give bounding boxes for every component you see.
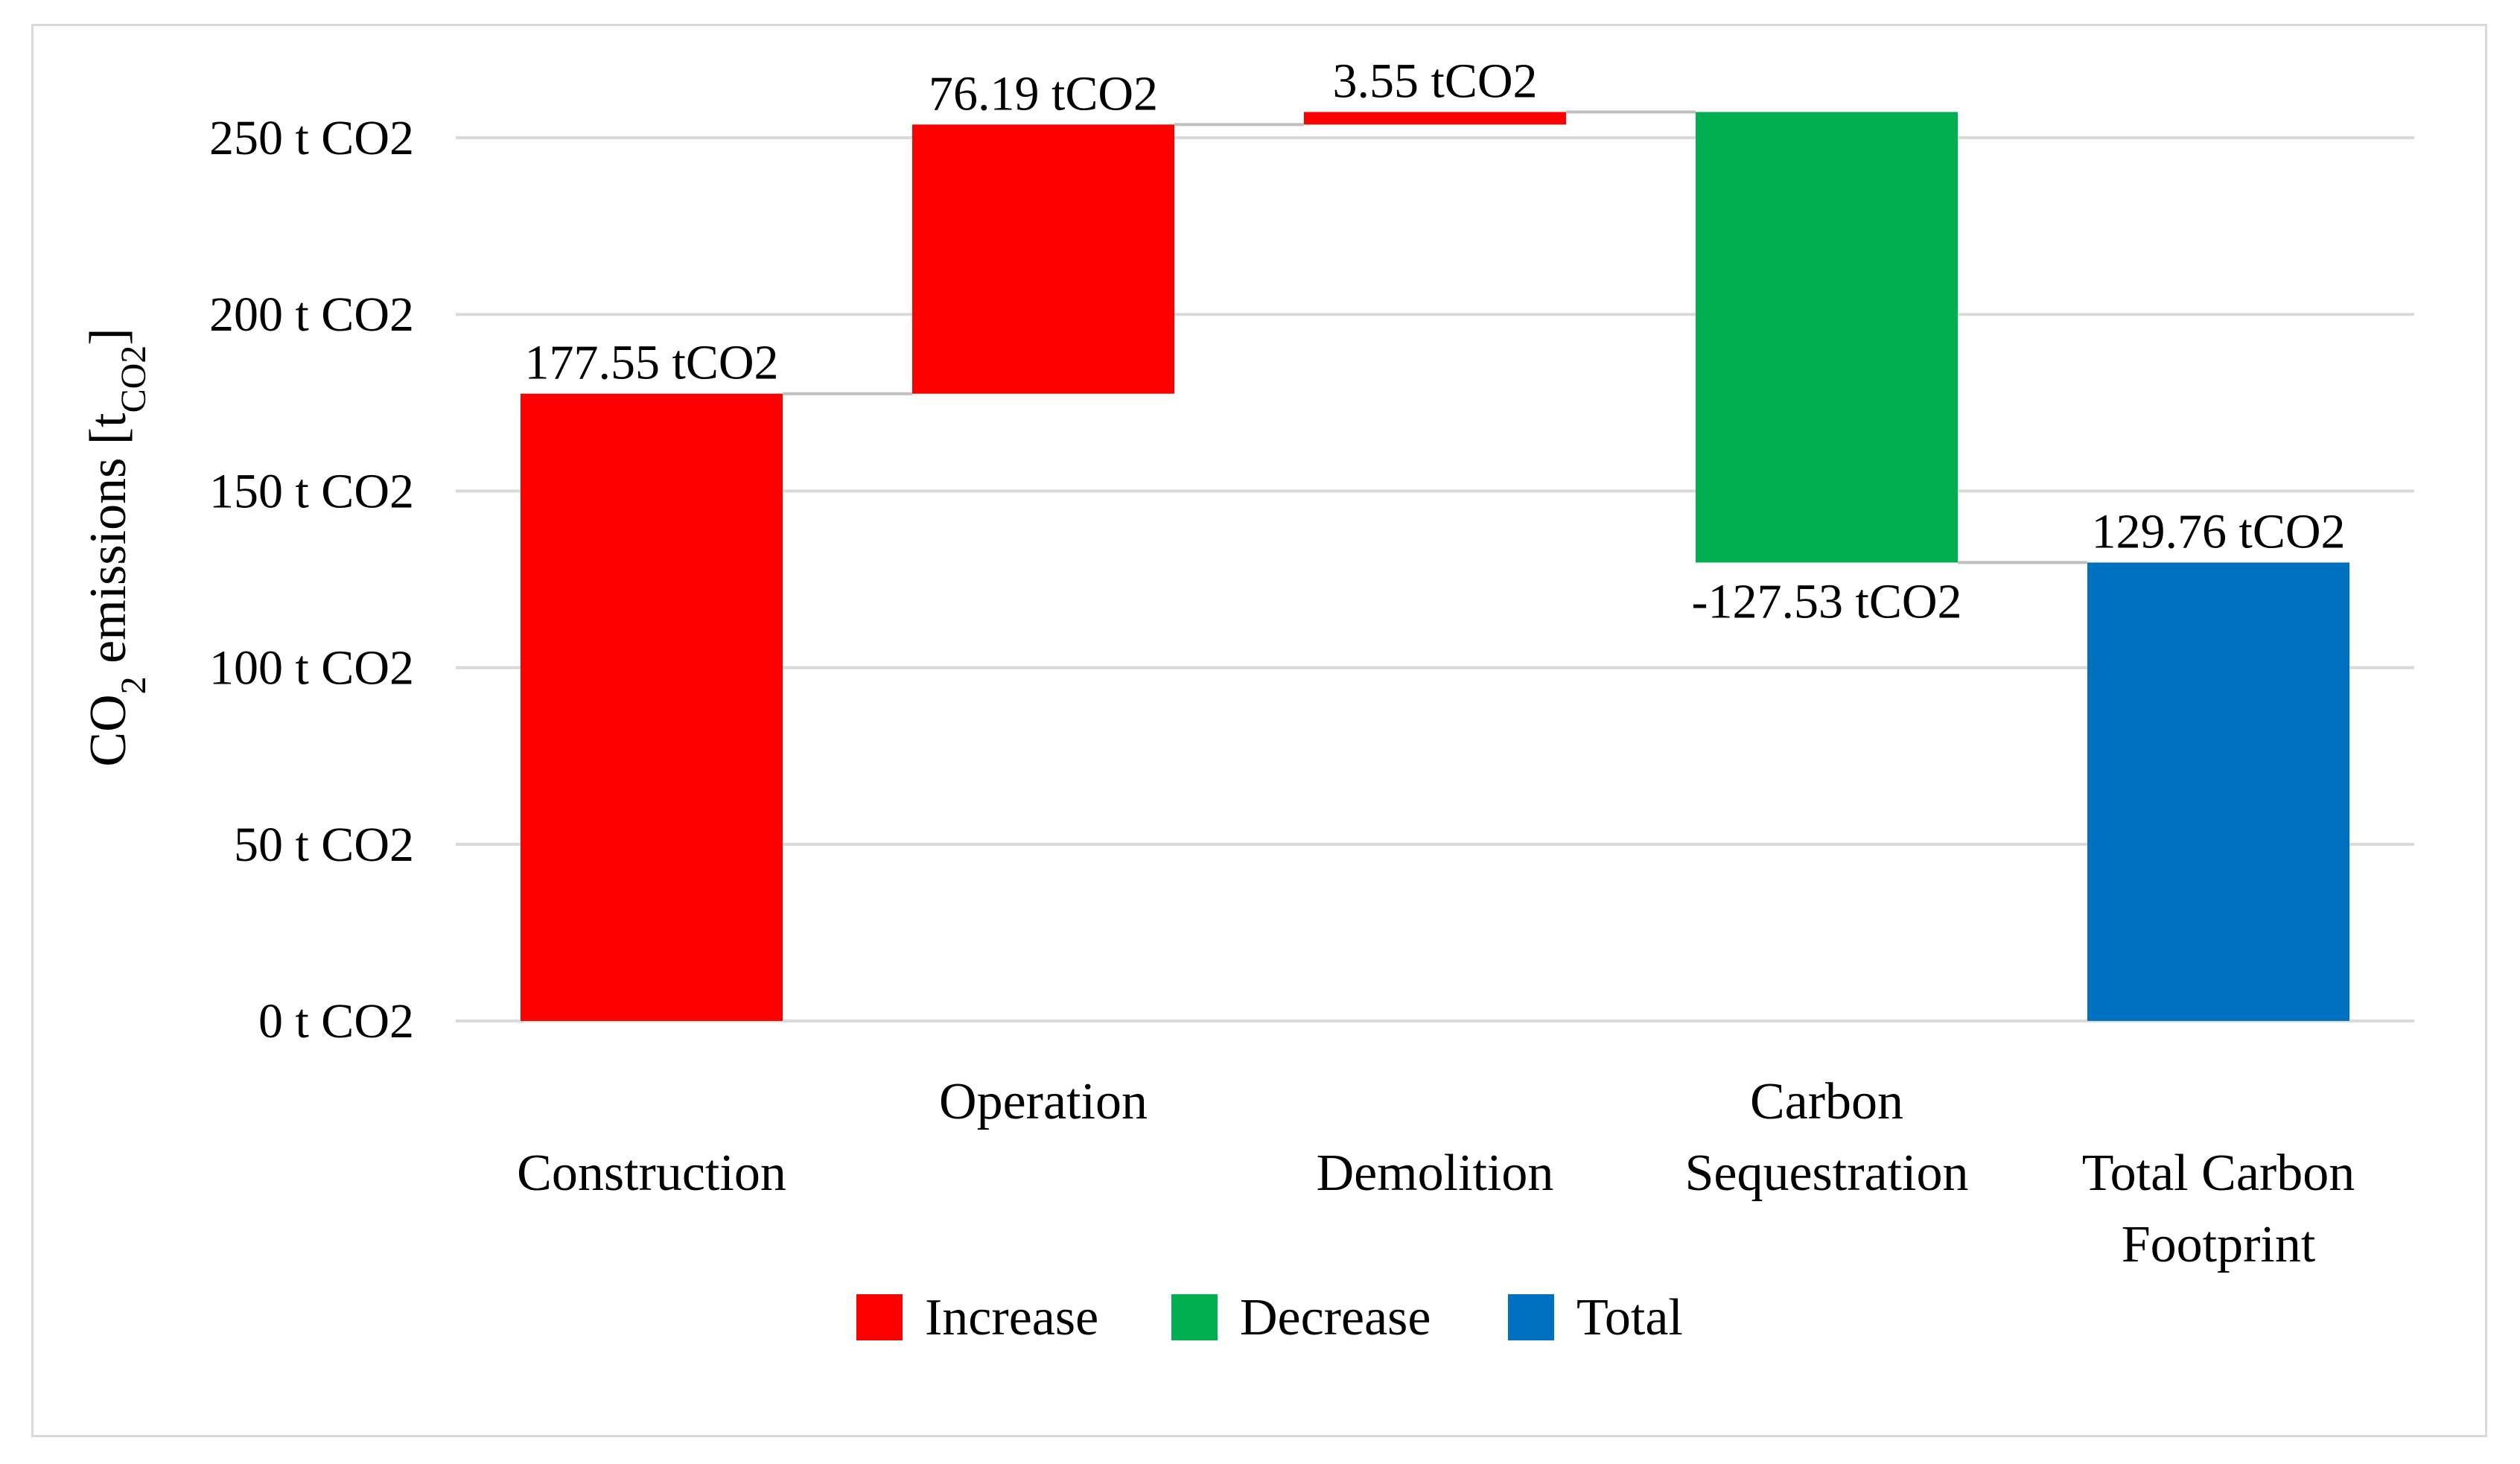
bar-increase <box>521 393 783 1021</box>
data-labels: 177.55 tCO2 76.19 tCO2 3.55 tCO2 -127.53 tC… <box>524 54 2345 628</box>
legend: Increase Decrease Total <box>856 1289 1683 1346</box>
data-label: -127.53 tCO2 <box>1692 574 1962 628</box>
legend-swatch-decrease <box>1171 1294 1218 1340</box>
y-tick-label: 100 t CO2 <box>209 641 414 696</box>
bar-decrease <box>1696 112 1958 563</box>
x-category-label: Operation <box>939 1073 1148 1130</box>
bar-increase <box>912 124 1174 394</box>
legend-label-increase: Increase <box>925 1289 1098 1346</box>
bars <box>521 112 2349 1021</box>
legend-label-decrease: Decrease <box>1240 1289 1431 1346</box>
data-label: 76.19 tCO2 <box>929 66 1158 121</box>
y-tick-label: 200 t CO2 <box>209 287 414 342</box>
x-category-label: Demolition <box>1317 1145 1554 1202</box>
x-category-label: Total Carbon <box>2082 1145 2355 1202</box>
x-category-label: Construction <box>517 1145 786 1202</box>
legend-label-total: Total <box>1576 1289 1683 1346</box>
x-category-label: Sequestration <box>1684 1145 1968 1202</box>
x-category-label: Carbon <box>1750 1073 1903 1130</box>
y-axis-title: CO2 emissions [tCO2] <box>80 328 153 766</box>
data-label: 177.55 tCO2 <box>524 336 778 390</box>
x-axis-categories: Construction Operation Demolition Carbon Seq… <box>517 1073 2355 1273</box>
y-tick-label: 250 t CO2 <box>209 111 414 165</box>
data-label: 129.76 tCO2 <box>2091 504 2345 558</box>
legend-swatch-total <box>1508 1294 1554 1340</box>
bar-total <box>2087 562 2349 1021</box>
y-tick-label: 50 t CO2 <box>234 818 414 872</box>
bar-increase <box>1304 112 1566 125</box>
connector-lines <box>783 110 2087 564</box>
x-category-label: Footprint <box>2122 1216 2316 1273</box>
y-axis-ticks: 0 t CO2 50 t CO2 100 t CO2 150 t CO2 200 t C… <box>209 111 414 1048</box>
y-tick-label: 0 t CO2 <box>258 994 414 1048</box>
data-label: 3.55 tCO2 <box>1332 54 1537 108</box>
legend-swatch-increase <box>856 1294 903 1340</box>
y-tick-label: 150 t CO2 <box>209 464 414 518</box>
chart-frame <box>31 24 2487 1437</box>
